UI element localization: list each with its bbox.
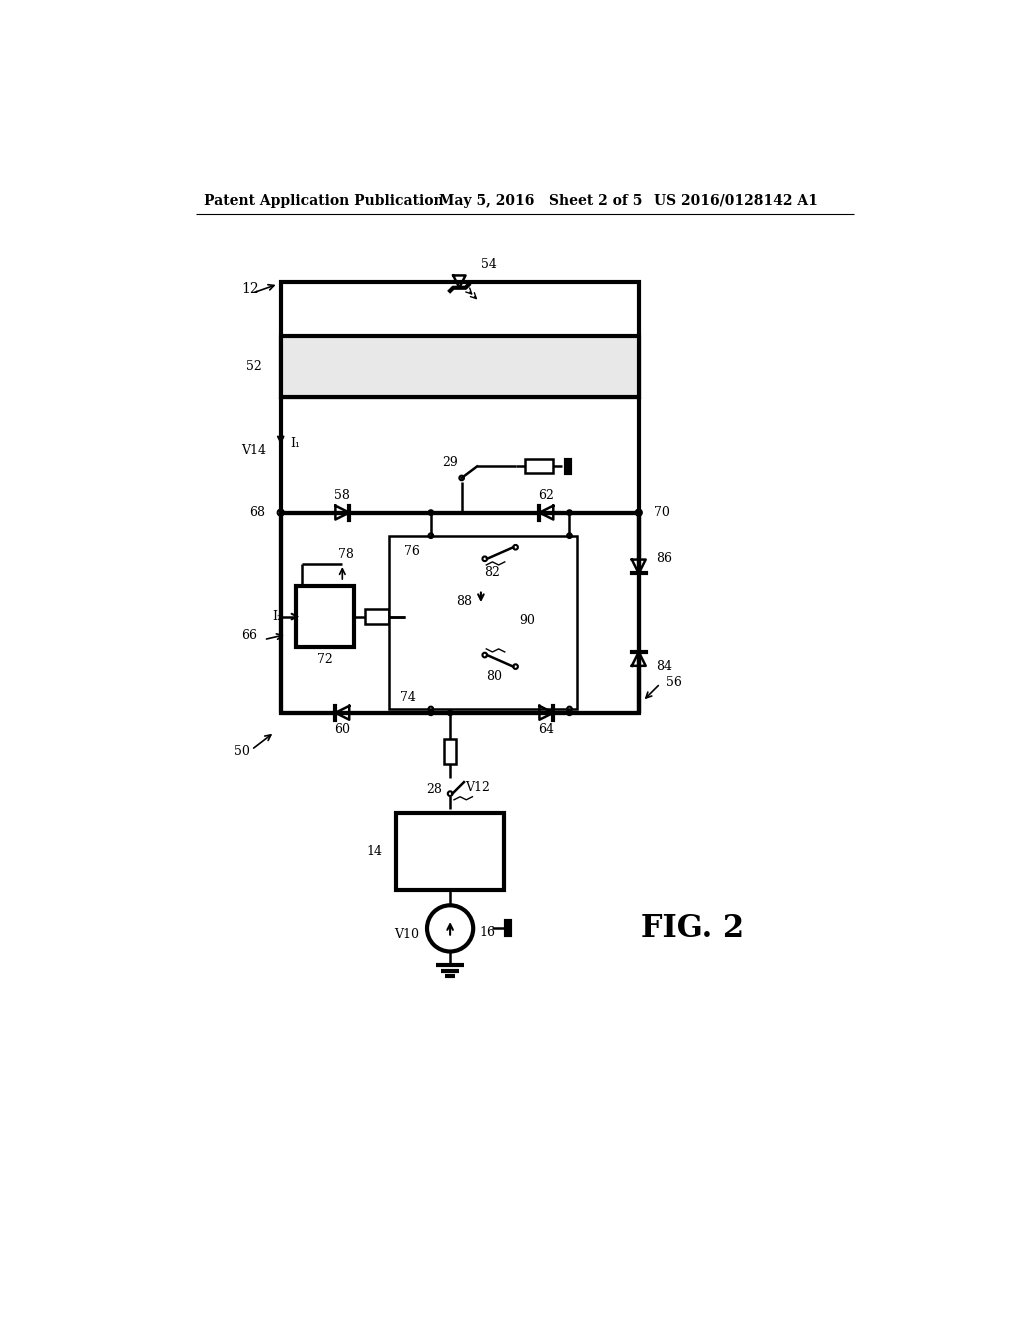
- Text: Patent Application Publication: Patent Application Publication: [204, 194, 443, 207]
- Bar: [524, 459, 553, 474]
- Text: V14: V14: [242, 445, 266, 458]
- Text: 56: 56: [666, 676, 682, 689]
- Text: V10: V10: [394, 928, 419, 941]
- Text: 50: 50: [234, 744, 250, 758]
- Text: 86: 86: [655, 552, 672, 565]
- Bar: [444, 739, 457, 763]
- Circle shape: [428, 510, 433, 515]
- Bar: [388, 536, 578, 709]
- Text: 74: 74: [400, 690, 416, 704]
- Bar: [281, 512, 639, 713]
- Text: May 5, 2016   Sheet 2 of 5: May 5, 2016 Sheet 2 of 5: [438, 194, 642, 207]
- Text: 66: 66: [242, 630, 258, 643]
- Text: 28: 28: [427, 783, 442, 796]
- Text: 72: 72: [316, 653, 333, 667]
- Text: 16: 16: [479, 925, 496, 939]
- Circle shape: [566, 510, 572, 515]
- Text: 58: 58: [335, 490, 350, 502]
- Text: 52: 52: [246, 360, 261, 372]
- Bar: [281, 335, 639, 397]
- Bar: [365, 609, 389, 624]
- Text: 90: 90: [519, 614, 536, 627]
- Text: FIG. 2: FIG. 2: [641, 913, 744, 944]
- Text: I₂: I₂: [272, 610, 283, 623]
- Text: 68: 68: [249, 506, 265, 519]
- Bar: [281, 281, 639, 397]
- Text: 54: 54: [481, 259, 497, 271]
- Text: 76: 76: [403, 545, 420, 557]
- Circle shape: [428, 710, 433, 715]
- Circle shape: [566, 710, 572, 715]
- Text: 12: 12: [241, 282, 259, 296]
- Text: V12: V12: [466, 781, 490, 795]
- Bar: [296, 586, 354, 647]
- Text: I₁: I₁: [290, 437, 300, 450]
- Text: 80: 80: [486, 671, 502, 684]
- Text: US 2016/0128142 A1: US 2016/0128142 A1: [654, 194, 818, 207]
- Text: 70: 70: [654, 506, 670, 519]
- Text: 62: 62: [539, 490, 554, 502]
- Text: 78: 78: [339, 548, 354, 561]
- Text: 82: 82: [484, 566, 501, 579]
- Text: 14: 14: [367, 845, 382, 858]
- Text: 84: 84: [655, 660, 672, 673]
- Text: 64: 64: [539, 723, 554, 737]
- Text: 29: 29: [442, 455, 458, 469]
- Text: 60: 60: [334, 723, 350, 737]
- Text: 88: 88: [456, 594, 472, 607]
- Bar: [396, 813, 504, 890]
- Circle shape: [447, 710, 453, 715]
